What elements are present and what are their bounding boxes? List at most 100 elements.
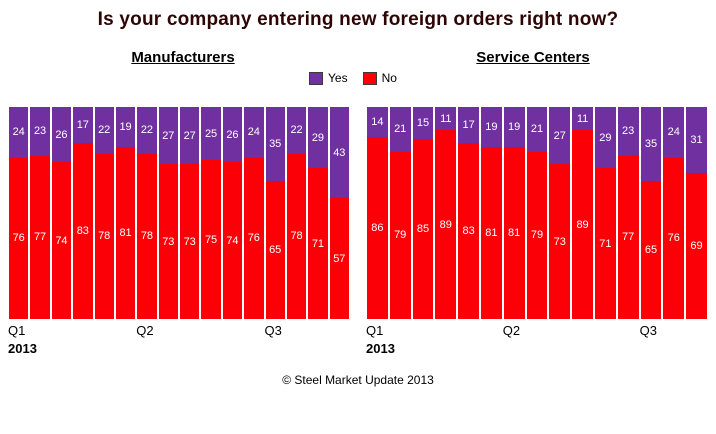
bar-segment-yes: 23 [30, 107, 50, 156]
bar-segment-no: 74 [51, 162, 72, 319]
x-axis-label: Q3 [265, 323, 282, 338]
bar-value-no: 79 [530, 229, 544, 242]
bar-column: 11 89 [435, 107, 457, 319]
x-axis-quarter-label: Q1 [366, 323, 384, 338]
bar-value-no: 76 [667, 232, 680, 245]
legend: Yes No [0, 71, 716, 85]
bar-column: 43 57 [329, 107, 349, 319]
bar-value-yes: 17 [462, 119, 475, 132]
bar-value-yes: 35 [269, 138, 282, 151]
bar-value-no: 78 [290, 230, 303, 243]
bar-segment-no: 79 [526, 151, 548, 319]
bar-column: 17 83 [73, 107, 93, 319]
bar-value-no: 78 [98, 230, 111, 243]
bar-segment-yes: 15 [412, 107, 434, 139]
bar-value-no: 69 [690, 239, 703, 252]
bar-value-no: 85 [416, 222, 430, 235]
bar-segment-yes: 29 [308, 107, 328, 169]
service-centers-chart: 14 86 21 79 15 85 11 89 17 83 19 81 19 81 21 79 27 73 11 89… [366, 107, 708, 369]
bar-value-no: 76 [12, 232, 25, 245]
bar-column: 26 74 [222, 107, 243, 319]
bar-column: 19 81 [115, 107, 136, 319]
bar-value-yes: 19 [119, 121, 132, 134]
bar-segment-no: 77 [30, 155, 50, 319]
x-axis-year-label: 2013 [366, 341, 395, 356]
bar-segment-no: 77 [617, 155, 639, 319]
bar-segment-yes: 17 [458, 107, 479, 144]
x-axis-quarter-label: Q2 [502, 323, 521, 338]
bar-value-yes: 27 [162, 129, 175, 142]
bar-column: 35 65 [265, 107, 285, 319]
bar-value-no: 73 [183, 235, 196, 248]
bar-value-yes: 22 [98, 124, 111, 137]
bar-segment-yes: 26 [222, 107, 243, 163]
bar-column: 22 78 [137, 107, 157, 319]
bar-segment-no: 78 [94, 153, 114, 319]
x-axis-quarter-label: Q3 [264, 323, 282, 338]
bar-value-no: 71 [599, 237, 612, 250]
bar-value-no: 83 [76, 225, 89, 237]
bar-value-yes: 22 [290, 124, 303, 137]
bar-column: 25 75 [201, 107, 221, 319]
bar-segment-yes: 14 [367, 107, 388, 137]
bar-segment-yes: 24 [244, 107, 264, 158]
bar-column: 22 78 [286, 107, 307, 319]
bar-segment-yes: 35 [265, 107, 285, 182]
bar-segment-yes: 24 [9, 107, 29, 158]
bar-value-yes: 31 [690, 133, 703, 146]
bar-value-yes: 11 [440, 112, 452, 125]
bar-column: 27 73 [158, 107, 178, 319]
bar-value-no: 89 [439, 218, 452, 231]
bar-column: 27 73 [549, 107, 571, 319]
bar-value-no: 71 [311, 237, 325, 250]
bar-column: 27 73 [180, 107, 200, 319]
x-axis-quarter-label: Q2 [136, 323, 154, 338]
manufacturers-chart: 24 76 23 77 26 74 17 83 22 78 19 81 22 78 27 73 27 73 25 75… [8, 107, 350, 369]
bar-value-yes: 21 [530, 123, 544, 136]
bar-segment-no: 85 [412, 138, 434, 319]
bar-value-no: 78 [140, 230, 154, 243]
bar-segment-yes: 11 [572, 107, 593, 131]
bar-value-no: 81 [119, 227, 132, 240]
bar-value-no: 89 [576, 218, 589, 231]
bar-value-yes: 24 [667, 126, 680, 139]
subtitle-row: Manufacturers Service Centers [0, 49, 716, 66]
bar-segment-no: 78 [286, 153, 307, 319]
bar-column: 14 86 [367, 107, 388, 319]
service-centers-title: Service Centers [476, 49, 590, 66]
bar-segment-yes: 22 [286, 107, 307, 154]
bar-column: 24 76 [9, 107, 29, 319]
bar-value-no: 81 [485, 227, 498, 240]
bar-value-no: 83 [462, 225, 475, 237]
legend-swatch-no [362, 71, 377, 85]
bar-segment-yes: 25 [201, 107, 221, 160]
bar-column: 35 65 [640, 107, 662, 319]
bar-segment-yes: 22 [94, 107, 114, 154]
bar-segment-yes: 19 [503, 107, 525, 148]
bar-segment-no: 86 [367, 136, 388, 319]
bar-value-no: 79 [394, 229, 407, 242]
bar-segment-yes: 27 [549, 107, 571, 165]
x-axis-quarter-label: Q1 [8, 323, 26, 338]
x-axis-quarter-label: Q3 [639, 323, 657, 338]
bar-column: 24 76 [663, 107, 685, 319]
bar-segment-no: 74 [222, 162, 243, 319]
bar-segment-yes: 31 [686, 107, 707, 173]
bar-segment-yes: 43 [329, 107, 349, 199]
bar-segment-yes: 19 [115, 107, 136, 148]
bar-value-yes: 35 [644, 138, 658, 151]
bar-segment-no: 81 [115, 147, 136, 319]
bar-column: 22 78 [94, 107, 114, 319]
bar-value-no: 65 [269, 244, 282, 257]
bar-value-yes: 24 [12, 126, 25, 139]
bar-segment-yes: 21 [526, 107, 548, 152]
x-axis-label: Q1 2013 [366, 323, 395, 356]
manufacturers-x-axis: Q1 2013 Q2 Q3 [8, 323, 350, 369]
bar-value-yes: 11 [576, 112, 589, 125]
bar-segment-no: 89 [572, 130, 593, 319]
bar-segment-yes: 22 [137, 107, 157, 154]
bar-value-no: 65 [644, 244, 658, 257]
x-axis-label: Q2 [503, 323, 520, 338]
bar-column: 11 89 [572, 107, 593, 319]
bar-value-no: 73 [162, 235, 175, 248]
